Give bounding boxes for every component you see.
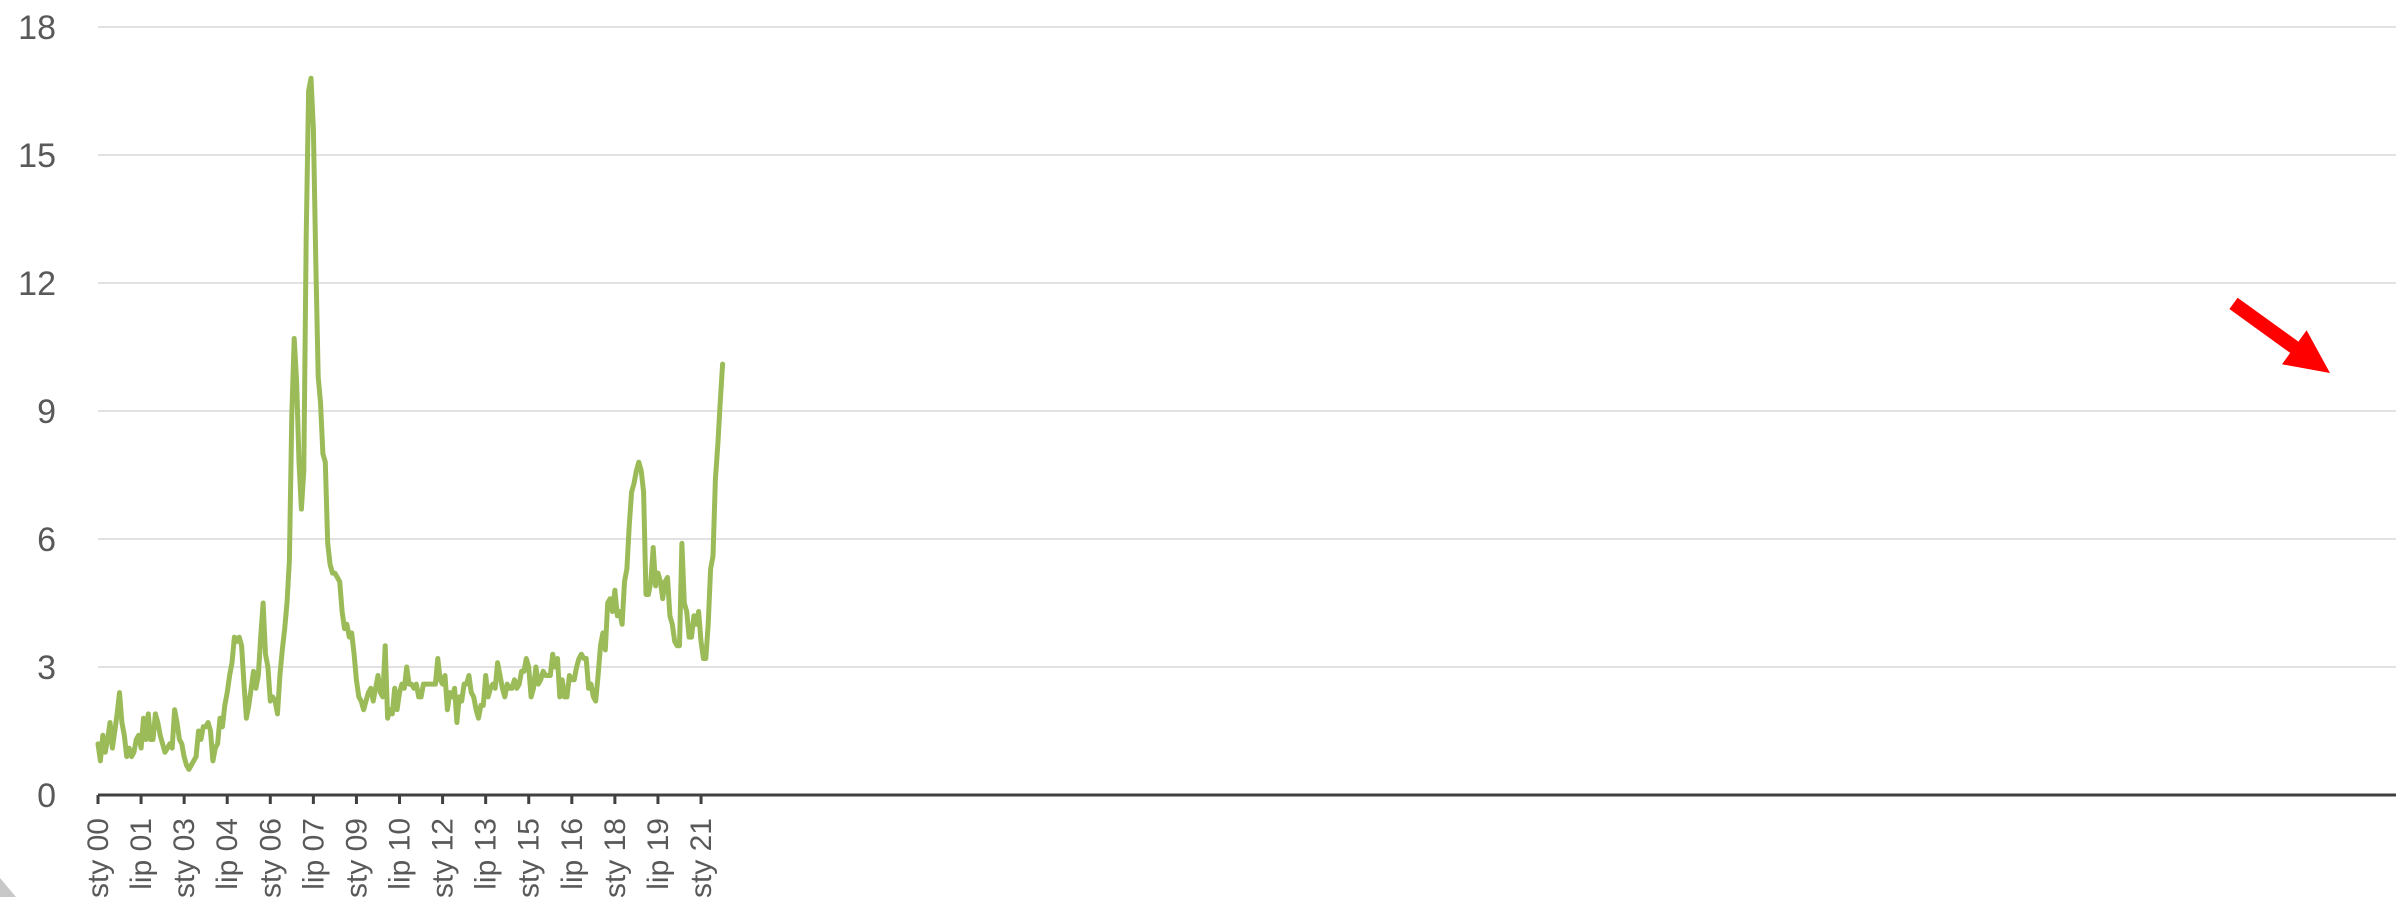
red-arrow-icon: [2229, 297, 2330, 373]
series-layer: [95, 75, 726, 772]
x-tick-label: lip 07: [297, 818, 330, 890]
x-tick-label: sty 06: [254, 818, 287, 897]
series-line: [95, 75, 726, 772]
y-tick-label: 9: [37, 393, 56, 431]
x-tick-label: sty 00: [82, 818, 115, 897]
x-tick-label: sty 21: [685, 818, 718, 897]
y-tick-label: 3: [37, 649, 56, 687]
x-tick-label: lip 04: [211, 818, 244, 890]
x-tick-label: sty 15: [513, 818, 546, 897]
y-tick-label: 15: [18, 137, 56, 175]
x-tick-label: sty 03: [168, 818, 201, 897]
corner-decoration: [0, 878, 16, 897]
x-tick-label: lip 10: [384, 818, 417, 890]
x-tick-label: sty 12: [427, 818, 460, 897]
y-axis-tick-labels: 0 3 6 9 12 15 18: [18, 9, 56, 815]
x-tick-label: lip 13: [470, 818, 503, 890]
y-tick-label: 6: [37, 521, 56, 559]
y-tick-label: 18: [18, 9, 56, 47]
x-axis-ticks: sty 00 lip 01 sty 03 lip 04 sty 06 lip 07 sty …: [82, 795, 718, 897]
series-points: [97, 78, 723, 770]
y-tick-label: 0: [37, 777, 56, 815]
x-tick-label: lip 01: [125, 818, 158, 890]
annotation-layer: [2229, 297, 2330, 373]
y-tick-label: 12: [18, 265, 56, 303]
x-tick-label: lip 16: [556, 818, 589, 890]
x-tick-label: sty 09: [340, 818, 373, 897]
gridlines: [98, 26, 2396, 668]
x-tick-label: sty 18: [599, 818, 632, 897]
x-tick-label: lip 19: [642, 818, 675, 890]
